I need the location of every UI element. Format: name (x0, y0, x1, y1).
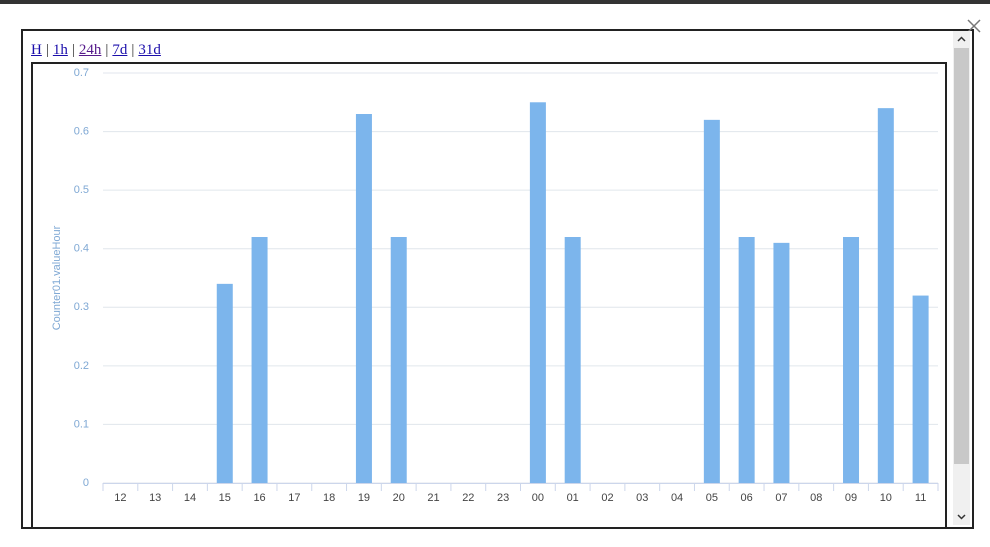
bar (529, 102, 546, 484)
x-tick-label: 20 (393, 492, 405, 504)
x-tick-label: 12 (114, 492, 126, 504)
close-button[interactable] (964, 16, 984, 36)
x-tick-label: 15 (219, 492, 231, 504)
scroll-down[interactable] (953, 508, 970, 525)
y-tick-label: 0.3 (74, 301, 89, 313)
x-tick-label: 17 (288, 492, 300, 504)
x-tick-label: 11 (915, 492, 926, 504)
x-tick-label: 09 (845, 492, 857, 504)
separator: | (105, 42, 109, 58)
scrollbar[interactable] (953, 31, 970, 525)
chart: 0 0.1 0.2 0.3 0.4 0.5 0.6 0.7 Counter01.valueHou… (51, 67, 939, 504)
x-tick-label: 03 (636, 492, 648, 504)
range-link[interactable]: 24h (78, 42, 102, 58)
y-tick-label: 0 (83, 477, 89, 489)
bar (390, 237, 407, 483)
x-tick-label: 14 (184, 492, 196, 504)
bar (877, 108, 894, 483)
x-tick-label: 00 (532, 492, 544, 504)
x-tick-label: 02 (601, 492, 613, 504)
bar (738, 237, 755, 483)
bar (843, 237, 860, 483)
y-axis-label: Counter01.valueHour (51, 225, 63, 330)
bar (912, 295, 929, 483)
separator: | (45, 42, 49, 58)
x-tick-label: 04 (671, 492, 683, 504)
x-tick-label: 07 (775, 492, 787, 504)
bar (703, 119, 720, 483)
range-link[interactable]: 1h (52, 42, 68, 58)
x-tick-label: 01 (567, 492, 579, 504)
x-tick-label: 19 (358, 492, 370, 504)
x-tick-label: 08 (810, 492, 822, 504)
bar (773, 242, 790, 483)
range-links: H | 1h | 24h | 7d | 31d (31, 42, 161, 59)
bar (355, 114, 372, 483)
y-tick-label: 0.6 (74, 125, 89, 137)
y-tick-label: 0.1 (74, 418, 89, 430)
x-tick-label: 22 (462, 492, 474, 504)
x-tick-label: 10 (880, 492, 892, 504)
x-tick-label: 16 (253, 492, 265, 504)
y-tick-label: 0.5 (74, 184, 89, 196)
separator: | (71, 42, 75, 58)
x-tick-label: 06 (741, 492, 753, 504)
bar (216, 283, 233, 483)
range-link[interactable]: 31d (138, 42, 161, 58)
scroll-up[interactable] (953, 31, 970, 48)
x-tick-label: 23 (497, 492, 509, 504)
range-link[interactable]: H (31, 42, 42, 58)
separator: | (131, 42, 135, 58)
chart-container: 0 0.1 0.2 0.3 0.4 0.5 0.6 0.7 Counter01.valueHou… (31, 62, 947, 527)
scroll-thumb[interactable] (954, 48, 969, 464)
y-tick-label: 0.2 (74, 360, 89, 372)
close-icon (967, 19, 981, 33)
range-link[interactable]: 7d (112, 42, 128, 58)
x-tick-label: 21 (427, 492, 439, 504)
y-tick-label: 0.4 (74, 243, 89, 255)
top-bar (0, 0, 990, 4)
bar (251, 237, 268, 483)
y-tick-label: 0.7 (74, 67, 89, 79)
x-tick-label: 05 (706, 492, 718, 504)
x-tick-label: 13 (149, 492, 161, 504)
x-tick-label: 18 (323, 492, 335, 504)
bar (564, 237, 581, 483)
